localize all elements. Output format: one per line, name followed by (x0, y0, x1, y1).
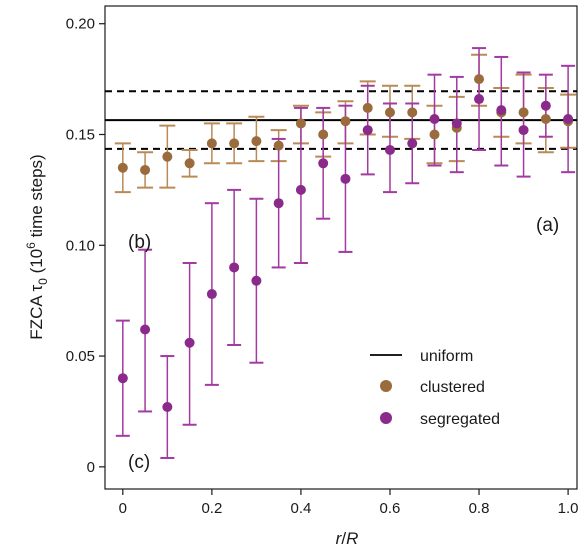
segregated-point (295, 184, 306, 195)
x-tick-label: 1.0 (558, 500, 579, 517)
legend: uniform clustered segregated (370, 348, 500, 428)
clustered-point (384, 107, 395, 118)
segregated-point (206, 289, 217, 300)
segregated-point (540, 100, 551, 111)
y-axis-ticks: 0 0.05 0.10 0.15 0.20 (66, 16, 105, 476)
segregated-point (362, 125, 373, 136)
clustered-point (273, 140, 284, 151)
annotation-a: (a) (536, 215, 559, 236)
x-tick-label: 0.2 (201, 500, 222, 517)
x-tick-label: 0.6 (380, 500, 401, 517)
y-tick-label: 0.20 (66, 16, 95, 33)
segregated-point (384, 145, 395, 156)
segregated-point (140, 324, 151, 335)
segregated-point (474, 94, 485, 105)
annotation-c: (c) (128, 452, 150, 473)
y-tick-label: 0 (87, 459, 95, 476)
x-axis-ticks: 0 0.2 0.4 0.6 0.8 1.0 (119, 489, 579, 517)
segregated-point (318, 158, 329, 169)
error-bars (114, 47, 577, 459)
segregated-point (429, 113, 440, 124)
y-axis-label: FZCA τ0 (106 time steps) (24, 154, 50, 339)
legend-uniform-label: uniform (420, 348, 473, 365)
clustered-point (162, 151, 173, 162)
annotation-b: (b) (128, 232, 151, 253)
segregated-point (563, 113, 574, 124)
clustered-point (229, 138, 240, 149)
y-tick-label: 0.05 (66, 348, 95, 365)
legend-segregated-marker (380, 412, 392, 424)
y-tick-label: 0.10 (66, 237, 95, 254)
clustered-point (518, 107, 529, 118)
clustered-point (474, 74, 485, 85)
clustered-point (407, 107, 418, 118)
segregated-point (229, 262, 240, 273)
segregated-point (184, 337, 195, 348)
clustered-point (429, 129, 440, 140)
x-tick-label: 0.4 (290, 500, 311, 517)
clustered-point (117, 162, 128, 173)
clustered-point (318, 129, 329, 140)
clustered-point (206, 138, 217, 149)
x-tick-label: 0 (119, 500, 127, 517)
segregated-point (451, 118, 462, 129)
segregated-point (117, 373, 128, 384)
clustered-point (251, 136, 262, 147)
clustered-point (295, 118, 306, 129)
y-tick-label: 0.15 (66, 127, 95, 144)
clustered-point (340, 116, 351, 127)
segregated-point (518, 125, 529, 136)
segregated-point (496, 105, 507, 116)
legend-clustered-marker (380, 380, 392, 392)
data-points (117, 74, 574, 413)
legend-clustered-label: clustered (420, 379, 485, 396)
clustered-point (140, 164, 151, 175)
x-tick-label: 0.8 (469, 500, 490, 517)
clustered-point (540, 113, 551, 124)
legend-segregated-label: segregated (420, 411, 500, 428)
clustered-point (362, 102, 373, 113)
plot-frame (104, 5, 578, 490)
segregated-point (340, 173, 351, 184)
segregated-point (251, 275, 262, 286)
segregated-point (162, 402, 173, 413)
x-axis-label: r/R (336, 529, 359, 548)
clustered-point (184, 158, 195, 169)
segregated-point (407, 138, 418, 149)
segregated-point (273, 198, 284, 209)
